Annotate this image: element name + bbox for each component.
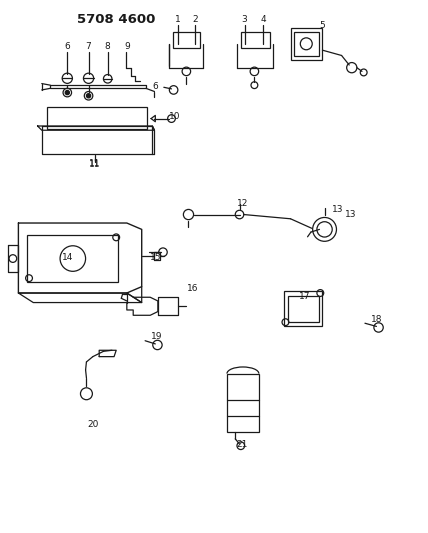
Text: 1: 1 [175,15,181,25]
Text: 13: 13 [332,205,343,214]
Bar [241,32,270,48]
Text: 14: 14 [62,253,73,262]
Text: 8: 8 [105,42,110,51]
Text: 6: 6 [65,42,70,51]
Text: 5708 4600: 5708 4600 [77,13,155,27]
Bar [27,235,118,282]
Text: 5: 5 [320,21,325,30]
Bar [48,108,147,128]
Text: 9: 9 [124,42,130,51]
Bar [173,32,200,48]
Text: 2: 2 [192,15,198,25]
Bar [291,28,322,60]
Bar [288,296,318,322]
Text: 11: 11 [89,160,101,168]
Bar [294,32,318,56]
Text: 20: 20 [87,420,98,429]
Text: 21: 21 [236,440,247,449]
Text: 6: 6 [153,82,159,91]
Text: 12: 12 [237,199,249,208]
Text: 18: 18 [371,315,382,324]
Circle shape [86,94,91,98]
Bar [227,374,259,432]
Bar [284,292,322,326]
Text: 13: 13 [345,210,357,219]
Text: 3: 3 [242,15,247,25]
Text: 16: 16 [187,284,199,293]
Text: 17: 17 [299,292,310,301]
Text: 11: 11 [89,159,101,167]
Text: 15: 15 [149,253,161,262]
Text: 4: 4 [260,15,266,25]
Text: 10: 10 [169,112,181,122]
Text: 19: 19 [151,332,162,341]
Circle shape [65,91,69,95]
Text: 7: 7 [86,42,92,51]
